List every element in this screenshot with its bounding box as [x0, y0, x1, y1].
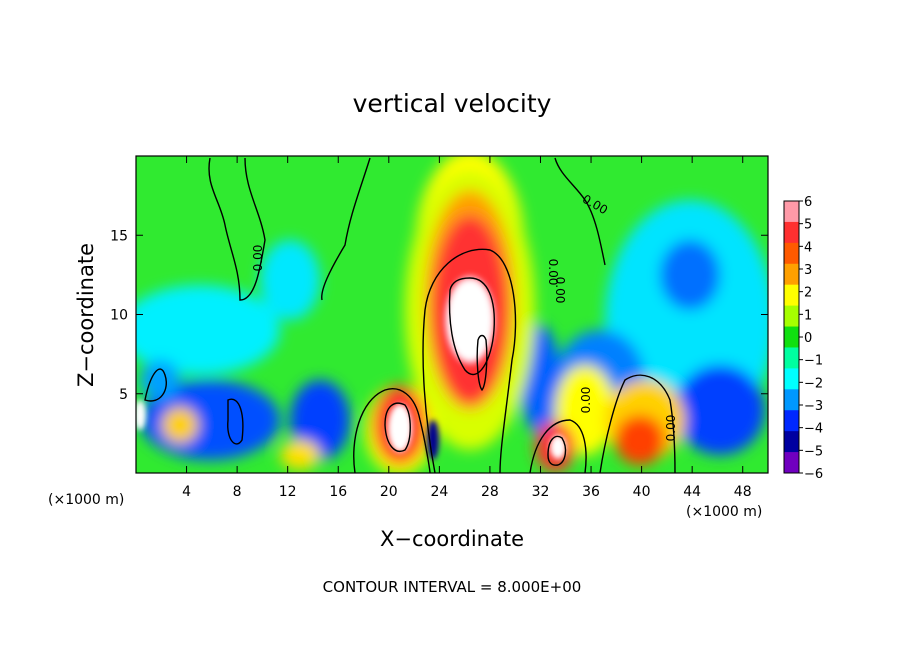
contour-far-left: [144, 368, 167, 402]
contour-upper-right: [554, 157, 606, 266]
contour-left: [208, 157, 266, 301]
colorbar-label: −3: [804, 399, 823, 414]
region-white-core: [448, 280, 492, 360]
contour-plume: [422, 248, 517, 473]
x-tick-label: 32: [532, 484, 550, 500]
y-tick-label: 5: [119, 387, 128, 403]
colorbar-swatch: [784, 431, 799, 453]
colorbar-label: −4: [804, 422, 823, 437]
x-tick-label: 24: [430, 484, 448, 500]
x-tick-label: 16: [329, 484, 347, 500]
x-axis-label: X−coordinate: [380, 527, 524, 551]
colorbar-label: 3: [804, 263, 812, 278]
contour-right-cell-inner: [547, 435, 567, 466]
contour-label: 0.00: [546, 259, 560, 286]
contour-left-cell-inner: [384, 402, 411, 452]
region-blue-far-left: [140, 360, 180, 400]
colorbar-label: 0: [804, 331, 812, 346]
colorbar-swatch: [784, 201, 799, 223]
y-axis-label: Z−coordinate: [74, 243, 98, 387]
region-white-edge: [136, 400, 146, 430]
x-tick-label: 4: [182, 484, 191, 500]
contour-lines: [144, 157, 676, 473]
x-tick-label: 28: [481, 484, 499, 500]
colorbar-swatch: [784, 221, 799, 244]
colorbar-label: 1: [804, 308, 812, 323]
y-tick-label: 10: [110, 308, 128, 324]
region-cyan-mid: [260, 240, 320, 320]
colorbar-swatch: [784, 452, 799, 474]
colorbar-label: 5: [804, 218, 812, 233]
colorbar-swatch: [784, 410, 799, 432]
colorbar-label: −2: [804, 376, 823, 391]
chart-title: vertical velocity: [353, 89, 552, 118]
colorbar-swatch: [784, 368, 799, 390]
contour-plume-inner: [448, 277, 495, 376]
contour-small-left: [227, 398, 244, 445]
contour-label: 0.00: [664, 415, 678, 442]
heatmap-field: [136, 156, 768, 473]
colorbar: 6 5 4 3 2 1 0 −1 −2 −3 −4 −5 −6: [783, 195, 823, 482]
colorbar-label: −1: [804, 354, 823, 369]
x-unit-left: (×1000 m): [48, 492, 124, 508]
region-cyan-left: [136, 285, 280, 375]
x-tick-label: 20: [380, 484, 398, 500]
colorbar-swatch: [784, 326, 799, 348]
contour-right-cell-outer: [529, 419, 587, 473]
colorbar-swatch: [784, 242, 799, 265]
x-tick-label: 44: [683, 484, 701, 500]
region-white-left-cell: [388, 404, 412, 452]
contour-left-cell-outer: [353, 388, 431, 473]
region-blue-lower-right: [675, 365, 765, 455]
x-unit-right: (×1000 m): [686, 504, 762, 520]
region-darkblue-downdraft: [427, 420, 439, 460]
contour-label: 0.00: [579, 387, 593, 414]
contour-interval-note: CONTOUR INTERVAL = 8.000E+00: [323, 578, 582, 596]
x-tick-label: 40: [633, 484, 651, 500]
region-yellow-small-left: [162, 407, 198, 443]
colorbar-label: 4: [804, 240, 812, 255]
colorbar-swatch: [784, 305, 799, 328]
y-tick-label: 15: [110, 228, 128, 244]
colorbar-label: 2: [804, 286, 812, 301]
x-tick-label: 12: [279, 484, 297, 500]
contour-plume-core: [476, 334, 488, 392]
colorbar-swatch: [784, 389, 799, 411]
colorbar-label: −6: [804, 467, 823, 482]
x-tick-label: 8: [233, 484, 242, 500]
contour-left-mid: [321, 157, 371, 301]
contour-far-right: [599, 374, 676, 473]
region-blue-upper-right: [660, 240, 720, 310]
region-yellow-bottom: [280, 440, 320, 470]
contour-label: 0.00: [251, 245, 265, 272]
colorbar-swatch: [784, 263, 799, 286]
x-axis-ticks: 4 8 12 16 20 24 28 32 36 40 44 48: [182, 156, 752, 500]
x-tick-label: 48: [734, 484, 752, 500]
region-blue-center-left: [290, 380, 350, 460]
colorbar-swatch: [784, 284, 799, 307]
colorbar-label: 6: [804, 195, 812, 210]
region-white-right-cell: [550, 435, 566, 459]
contour-label: 0.00: [553, 277, 567, 304]
colorbar-label: −5: [804, 444, 823, 459]
colorbar-swatch: [784, 347, 799, 369]
y-axis-ticks: 5 10 15: [110, 228, 768, 403]
x-tick-label: 36: [582, 484, 600, 500]
region-red-far-right: [615, 415, 665, 465]
